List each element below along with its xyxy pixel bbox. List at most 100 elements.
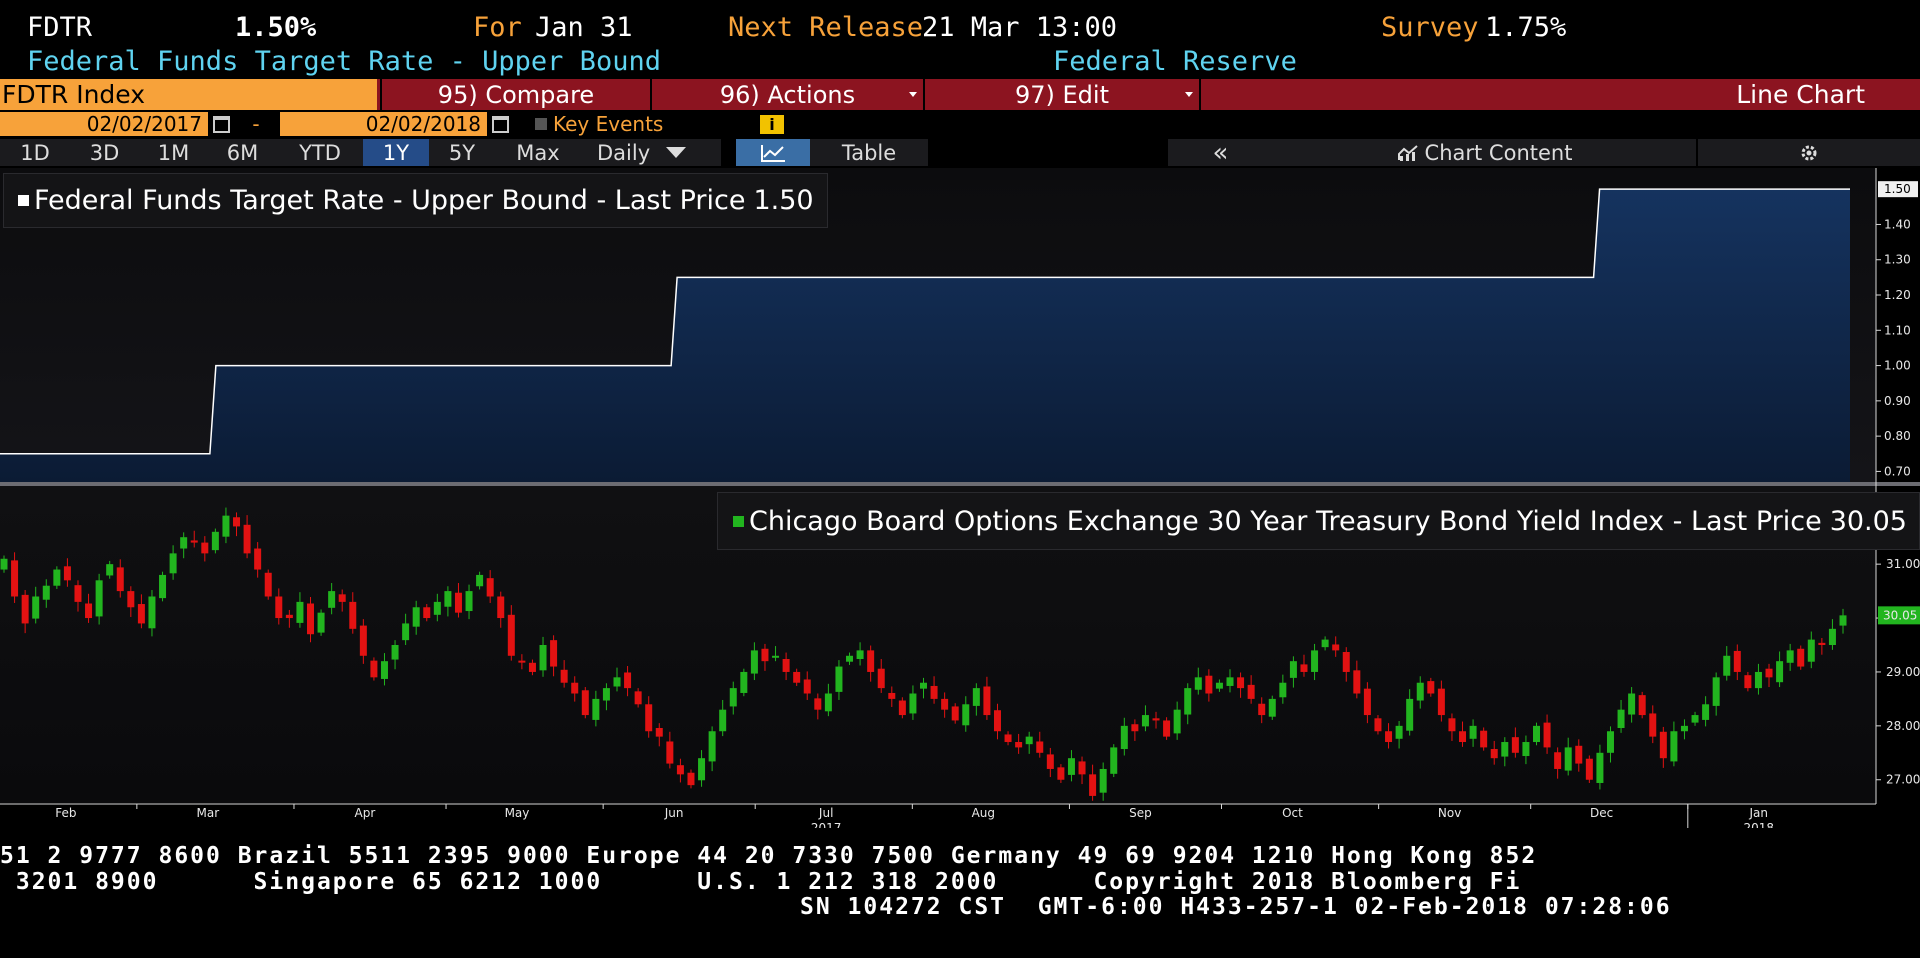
candle xyxy=(920,677,927,699)
candle xyxy=(602,683,610,711)
info-icon[interactable]: i xyxy=(760,115,784,134)
chart-content-button[interactable]: Chart Content xyxy=(1273,139,1698,166)
compare-button[interactable]: 95) Compare xyxy=(380,79,652,110)
candle xyxy=(1712,672,1720,716)
y-tick-label: 1.30 xyxy=(1884,253,1911,267)
candle xyxy=(613,667,621,692)
legend-fed-funds-price: 1.50 xyxy=(753,185,814,216)
y-tick-label: 1.40 xyxy=(1884,217,1911,231)
candle-body xyxy=(1247,684,1255,699)
candle-body xyxy=(285,614,293,619)
candle xyxy=(550,635,558,677)
table-view-button[interactable]: Table xyxy=(810,139,930,166)
candle-body xyxy=(243,524,251,554)
x-tick-label: Dec xyxy=(1590,806,1613,820)
candle xyxy=(349,592,357,634)
candle-body xyxy=(1680,725,1688,732)
x-tick-label: Sep xyxy=(1129,806,1152,820)
candle-body xyxy=(1839,615,1847,626)
timeframe-1d[interactable]: 1D xyxy=(0,139,72,166)
candle xyxy=(85,593,93,623)
candle-body xyxy=(592,698,600,720)
candle xyxy=(32,586,40,624)
candle-body xyxy=(634,691,642,705)
candle xyxy=(888,686,896,707)
candle xyxy=(285,609,293,628)
candle xyxy=(1691,711,1699,726)
actions-button[interactable]: 96) Actions xyxy=(652,79,925,110)
edit-button[interactable]: 97) Edit xyxy=(925,79,1201,110)
candle xyxy=(1459,721,1467,747)
legend-treasury-yield[interactable]: Chicago Board Options Exchange 30 Year T… xyxy=(717,492,1920,550)
candle-body xyxy=(21,594,29,624)
ticker: FDTR xyxy=(27,12,93,43)
candle-body xyxy=(613,677,621,687)
frequency-dropdown[interactable]: Daily xyxy=(581,139,723,166)
candle xyxy=(1501,737,1509,767)
candle-body xyxy=(1776,661,1784,683)
candle-body xyxy=(1469,725,1477,739)
candle xyxy=(1099,762,1107,801)
candle xyxy=(1427,677,1435,697)
timeframe-5y[interactable]: 5Y xyxy=(429,139,497,166)
candle xyxy=(1723,646,1731,681)
timeframe-1y[interactable]: 1Y xyxy=(363,139,431,166)
candle xyxy=(296,592,304,628)
timeframe-6m[interactable]: 6M xyxy=(208,139,279,166)
candle-body xyxy=(454,592,462,613)
candle-body xyxy=(264,572,272,597)
candle-body xyxy=(750,650,758,674)
candle-body xyxy=(1564,747,1572,771)
legend-fed-funds[interactable]: Federal Funds Target Rate - Upper Bound … xyxy=(3,173,828,228)
caret-down-icon xyxy=(909,92,917,97)
key-events-checkbox[interactable] xyxy=(535,118,547,130)
candle-body xyxy=(1141,715,1149,727)
panel-divider[interactable] xyxy=(0,482,1920,486)
timeframe-1m[interactable]: 1M xyxy=(139,139,210,166)
candle xyxy=(1342,647,1350,682)
calendar-icon[interactable] xyxy=(488,112,512,136)
candle-body xyxy=(719,709,727,732)
source: Federal Reserve xyxy=(1053,46,1297,77)
start-date-input[interactable]: 02/02/2017 xyxy=(0,112,208,136)
timeframe-max[interactable]: Max xyxy=(495,139,583,166)
candle-body xyxy=(898,700,906,716)
date-separator: - xyxy=(233,112,279,136)
candle-body xyxy=(63,566,71,581)
survey-value: 1.75% xyxy=(1485,12,1567,43)
legend-swatch xyxy=(18,195,29,206)
candle-body xyxy=(1025,736,1033,745)
candle-body xyxy=(1617,709,1625,729)
end-date-input[interactable]: 02/02/2018 xyxy=(280,112,487,136)
line-chart-icon[interactable] xyxy=(736,139,812,166)
timeframe-3d[interactable]: 3D xyxy=(70,139,141,166)
legend-treasury-text: Chicago Board Options Exchange 30 Year T… xyxy=(749,505,1822,537)
candle xyxy=(254,542,262,578)
candle xyxy=(1522,735,1530,765)
candle xyxy=(835,660,843,700)
security-field[interactable]: FDTR Index xyxy=(0,79,377,110)
candle-body xyxy=(254,548,262,570)
legend-treasury-price: 30.05 xyxy=(1829,505,1907,537)
candle-body xyxy=(761,648,769,662)
candle xyxy=(412,600,420,635)
candle-body xyxy=(42,585,50,600)
timeframe-ytd[interactable]: YTD xyxy=(277,139,365,166)
candle-body xyxy=(1733,650,1741,672)
calendar-icon[interactable] xyxy=(209,112,233,136)
caret-down-icon xyxy=(1185,92,1193,97)
chart-type-field[interactable]: Line Chart xyxy=(1205,79,1865,110)
candle xyxy=(1205,669,1213,702)
candle-body xyxy=(1670,731,1678,762)
collapse-panel-button[interactable]: « xyxy=(1168,138,1275,168)
candle-body xyxy=(624,672,632,689)
gear-icon[interactable] xyxy=(1698,139,1920,166)
candle-body xyxy=(180,537,188,549)
candle-body xyxy=(1332,644,1340,651)
candle-body xyxy=(1818,642,1826,645)
candle-body xyxy=(1807,639,1815,662)
candle xyxy=(1416,676,1424,709)
candle-body xyxy=(423,607,431,619)
candle-body xyxy=(1543,722,1551,748)
candle xyxy=(148,590,156,637)
